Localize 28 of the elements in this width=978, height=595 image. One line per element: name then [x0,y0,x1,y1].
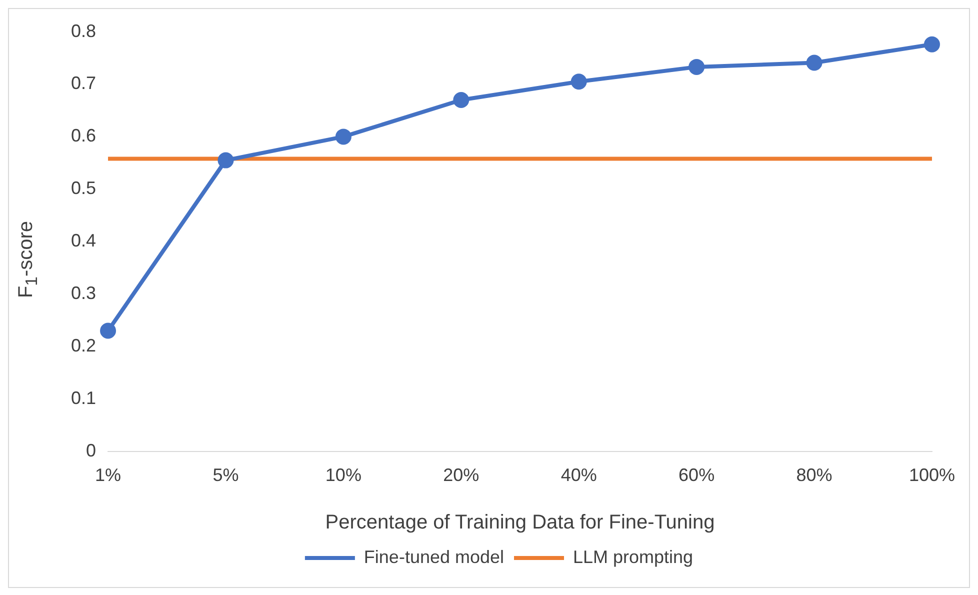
y-tick-label: 0.6 [70,126,96,146]
point [453,92,470,108]
point [335,128,352,145]
point [924,36,940,52]
x-axis-title: Percentage of Training Data for Fine-Tuning [325,512,715,534]
y-tick-label: 0.3 [70,283,96,304]
x-tick-label: 5% [212,465,239,486]
y-tick-label: 0.2 [70,335,96,356]
y-tick-label: 0.4 [70,230,96,251]
point [806,54,822,71]
x-tick-label: 100% [908,465,956,486]
point [570,74,587,90]
y-tick-label: 0 [86,440,96,460]
y-tick-label: 0.7 [70,73,96,94]
legend-label: LLM prompting [573,546,694,567]
point [100,322,116,339]
y-tick-label: 0.1 [70,388,96,408]
point [218,152,234,168]
x-tick-label: 40% [560,465,597,486]
x-tick-label: 10% [325,465,362,486]
legend-label: Fine-tuned model [364,546,504,567]
y-tick-label: 0.8 [70,20,96,41]
x-tick-label: 1% [95,465,122,486]
x-tick-label: 80% [796,465,832,486]
x-tick-label: 20% [443,465,480,486]
y-tick-label: 0.5 [70,178,96,198]
point [688,58,705,75]
x-tick-label: 60% [678,465,715,486]
